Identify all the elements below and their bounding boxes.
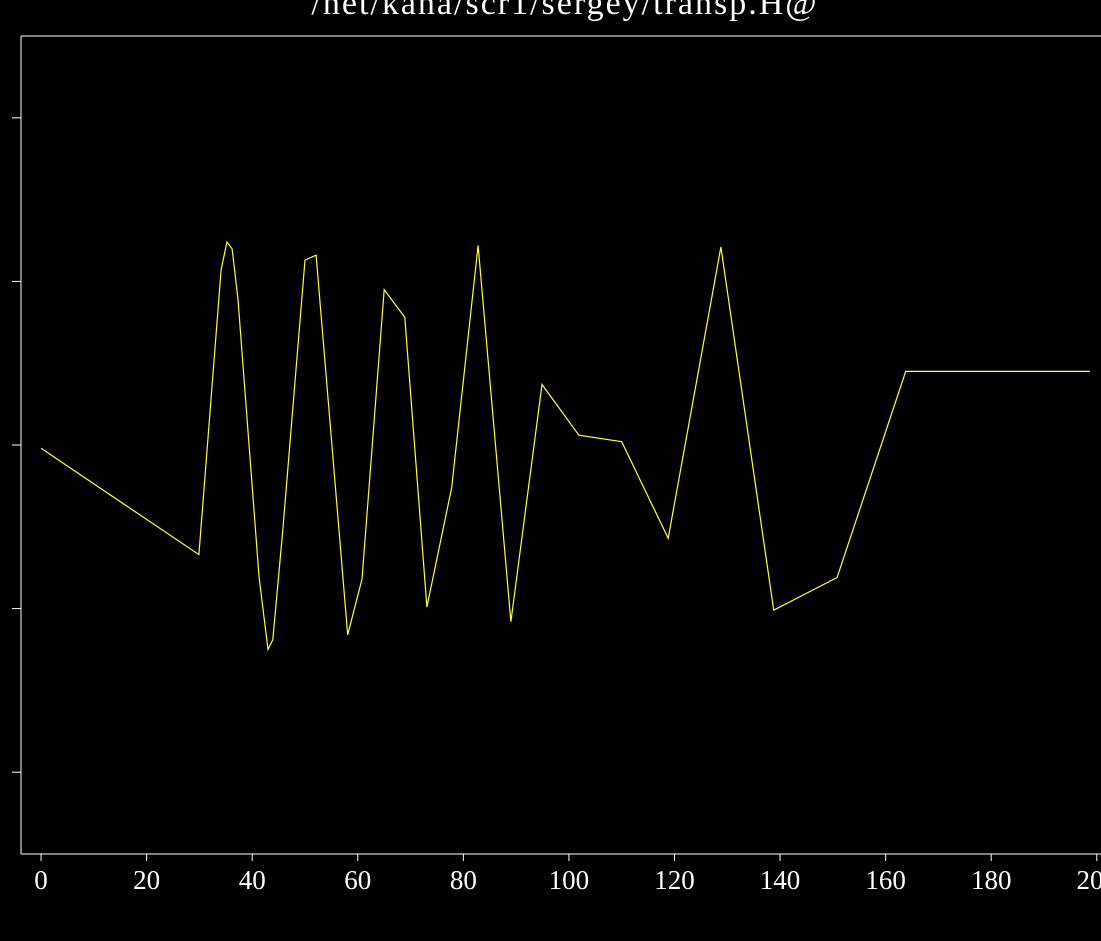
chart-title: /net/kana/scr1/sergey/transp.H@	[311, 0, 818, 22]
x-tick-label: 160	[865, 865, 906, 895]
x-tick-label: 140	[760, 865, 801, 895]
data-line	[40, 240, 1090, 652]
x-tick-label: 100	[549, 865, 590, 895]
x-tick-label: 0	[34, 865, 48, 895]
x-tick-label: 180	[971, 865, 1012, 895]
x-tick-label: 120	[654, 865, 695, 895]
x-tick-label: 80	[450, 865, 477, 895]
x-tick-label: 40	[239, 865, 266, 895]
x-tick-label: 200	[1077, 865, 1101, 895]
x-tick-label: 20	[133, 865, 160, 895]
x-tick-label: 60	[344, 865, 371, 895]
